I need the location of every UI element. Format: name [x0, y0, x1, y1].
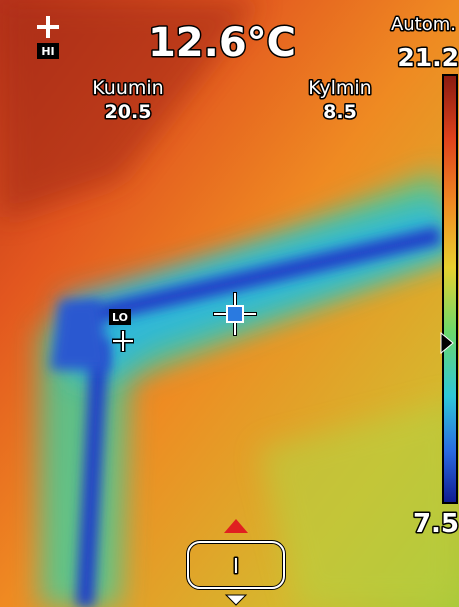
readout-label: Kylmin [308, 77, 371, 99]
center-temperature: 12.6°C [148, 20, 296, 66]
readout-value: 20.5 [105, 101, 152, 123]
page: HI 12.6°C Autom. 21.2 Kuumin 20.5 Kylmin… [0, 0, 459, 607]
range-mode: Autom. [391, 14, 456, 35]
scale-min: 7.5 [413, 509, 459, 539]
lo-label: LO [112, 311, 128, 324]
color-scale [441, 75, 457, 503]
thermal-screen: HI 12.6°C Autom. 21.2 Kuumin 20.5 Kylmin… [0, 0, 459, 607]
thermal-image [0, 0, 459, 607]
hi-label: HI [41, 45, 54, 58]
readout-value: 8.5 [323, 101, 357, 123]
mode-label: I [233, 554, 239, 578]
readout-label: Kuumin [92, 77, 163, 99]
range-max: 21.2 [397, 43, 459, 72]
